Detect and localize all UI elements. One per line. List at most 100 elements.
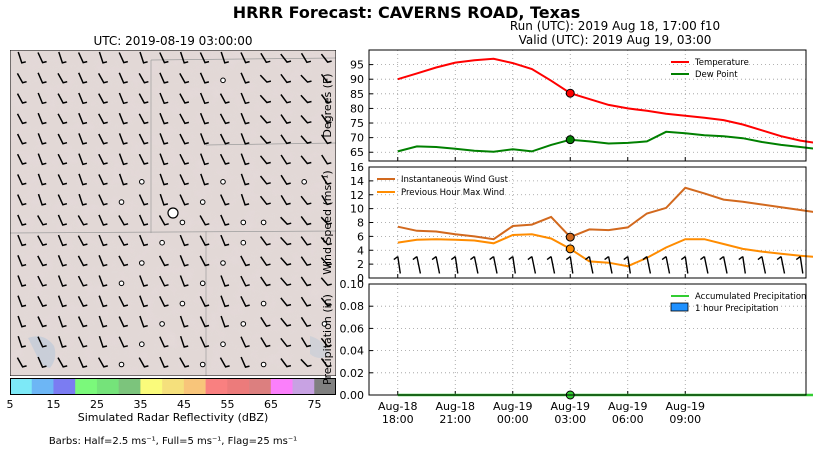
wind-barb bbox=[17, 51, 26, 64]
wind-barb bbox=[320, 53, 332, 63]
wind-barb bbox=[220, 315, 230, 328]
x-tick-label-time: 00:00 bbox=[497, 413, 529, 426]
colorbar-tick-label: 45 bbox=[177, 398, 191, 411]
wind-barb bbox=[159, 112, 169, 125]
colorbar-swatch bbox=[53, 378, 76, 395]
plot-frame bbox=[368, 166, 807, 279]
lake-shape bbox=[28, 336, 56, 368]
legend-label: 1 hour Precipitation bbox=[695, 304, 778, 314]
wind-barb bbox=[240, 112, 250, 125]
wind-barb bbox=[300, 115, 312, 124]
wind-barb bbox=[240, 153, 250, 166]
wind-barb bbox=[300, 236, 312, 246]
wind-barb bbox=[259, 94, 272, 104]
wind-barb bbox=[199, 295, 210, 307]
wind-barb bbox=[17, 315, 27, 328]
wind-barb bbox=[489, 255, 498, 274]
wind-barb bbox=[320, 94, 332, 104]
legend-label: Dew Point bbox=[695, 70, 738, 80]
y-tick-label: 2 bbox=[357, 258, 364, 271]
wind-barb bbox=[159, 336, 169, 348]
colorbar-tick-label: 5 bbox=[6, 398, 14, 411]
plot-frame bbox=[368, 49, 807, 162]
wind-barb bbox=[259, 175, 271, 185]
wind-barb bbox=[259, 195, 271, 206]
wind-barb bbox=[179, 357, 190, 368]
colorbar-label: Simulated Radar Reflectivity (dBZ) bbox=[77, 411, 269, 424]
wind-barb bbox=[118, 72, 128, 84]
calm-wind-marker bbox=[199, 199, 206, 205]
wind-barb bbox=[37, 193, 47, 206]
calm-wind-marker bbox=[260, 300, 267, 307]
colorbar-swatch bbox=[10, 378, 33, 395]
wind-barb bbox=[280, 174, 291, 185]
wind-barb bbox=[98, 275, 108, 287]
wind-barb bbox=[98, 315, 108, 328]
wind-barb bbox=[57, 295, 67, 308]
wind-barb bbox=[57, 133, 68, 145]
wind-barb bbox=[776, 255, 786, 274]
wind-barb bbox=[138, 93, 149, 104]
calm-wind-marker bbox=[118, 280, 125, 287]
wind-barb bbox=[37, 336, 47, 348]
wind-barb bbox=[260, 337, 271, 348]
wind-barb bbox=[118, 133, 128, 145]
wind-barb bbox=[199, 52, 210, 64]
wind-barb bbox=[58, 335, 67, 348]
wind-barb bbox=[320, 114, 332, 124]
wind-barb bbox=[199, 255, 210, 267]
wind-barb bbox=[78, 173, 87, 186]
wind-barb bbox=[159, 193, 169, 206]
wind-barb bbox=[159, 356, 169, 368]
wind-barb bbox=[17, 335, 26, 348]
y-axis-label: Wind Speed (ms⁻¹) bbox=[321, 170, 334, 274]
x-tick-label-date: Aug-18 bbox=[436, 400, 475, 413]
calm-wind-marker bbox=[179, 300, 186, 307]
colorbar-tick-label: 75 bbox=[307, 398, 322, 411]
wind-barb bbox=[259, 74, 272, 83]
wind-barb bbox=[57, 113, 68, 125]
x-tick-label-date: Aug-19 bbox=[608, 400, 647, 413]
wind-barb bbox=[78, 72, 88, 84]
wind-barb bbox=[118, 336, 128, 348]
wind-barb bbox=[37, 112, 47, 125]
colorbar-swatch bbox=[249, 378, 272, 395]
wind-barb bbox=[16, 113, 27, 125]
wind-barb bbox=[280, 257, 292, 266]
wind-barb bbox=[118, 316, 128, 328]
wind-barb bbox=[300, 74, 312, 83]
colorbar-swatch bbox=[270, 378, 293, 395]
wind-barb bbox=[118, 52, 128, 64]
colorbar-swatch bbox=[96, 378, 119, 395]
y-tick-label: 0 bbox=[357, 272, 364, 285]
calm-wind-marker bbox=[118, 361, 125, 368]
colorbar-swatch bbox=[227, 378, 250, 395]
wind-barb bbox=[240, 356, 250, 368]
wind-barb bbox=[320, 257, 332, 266]
wind-barb bbox=[57, 214, 67, 226]
wind-barb bbox=[98, 295, 108, 308]
wind-barb bbox=[699, 255, 709, 274]
wind-barb bbox=[546, 255, 556, 274]
wind-barb bbox=[98, 174, 108, 186]
wind-barb bbox=[179, 315, 189, 328]
wind-barb bbox=[118, 92, 128, 105]
wind-barb bbox=[199, 316, 210, 328]
wind-barb bbox=[37, 153, 47, 166]
wind-barb bbox=[77, 336, 88, 348]
wind-barb bbox=[321, 195, 332, 206]
colorbar-swatch bbox=[205, 378, 228, 395]
wind-barb bbox=[16, 153, 27, 165]
run-label: Run (UTC): 2019 Aug 18, 17:00 f10 bbox=[509, 19, 721, 33]
wind-barb bbox=[220, 234, 230, 247]
y-tick-label: 75 bbox=[350, 117, 364, 130]
wind-barb bbox=[280, 154, 291, 165]
calm-wind-marker bbox=[220, 77, 226, 84]
wind-barb bbox=[280, 134, 291, 145]
wind-barb bbox=[300, 195, 312, 206]
wind-barb bbox=[300, 296, 312, 307]
colorbar-tick-label: 15 bbox=[46, 398, 61, 411]
y-tick-label: 0.10 bbox=[340, 278, 365, 291]
wind-barb bbox=[57, 194, 68, 206]
